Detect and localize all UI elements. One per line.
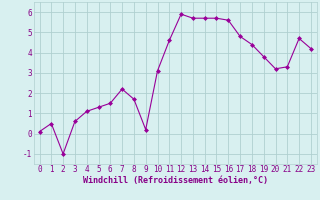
X-axis label: Windchill (Refroidissement éolien,°C): Windchill (Refroidissement éolien,°C) bbox=[83, 176, 268, 185]
